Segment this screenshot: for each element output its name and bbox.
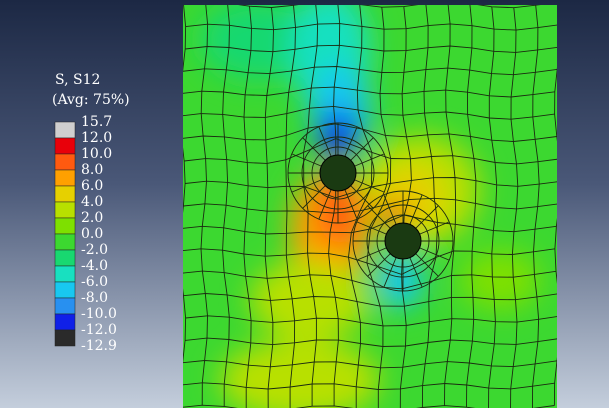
hole: [385, 223, 421, 259]
legend-label: 6.0: [81, 178, 103, 194]
legend-label: 0.0: [81, 226, 103, 242]
legend-label: 4.0: [81, 194, 103, 210]
legend-label: 8.0: [81, 162, 103, 178]
legend-swatch: [55, 202, 75, 218]
viewport: S, S12 (Avg: 75%) 15.712.010.08.06.04.02…: [0, 0, 609, 408]
legend-swatch: [55, 186, 75, 202]
model: [179, 0, 560, 408]
legend-title: S, S12: [55, 72, 100, 88]
legend-subtitle: (Avg: 75%): [52, 92, 130, 108]
legend-label: -6.0: [81, 274, 108, 290]
legend-label: -10.0: [81, 306, 117, 322]
legend-swatch: [55, 138, 75, 154]
legend-swatch: [55, 330, 75, 346]
legend-label: -12.0: [81, 322, 117, 338]
legend-swatch: [55, 282, 75, 298]
legend-swatch: [55, 266, 75, 282]
legend-label: 12.0: [81, 130, 112, 146]
legend-swatch: [55, 170, 75, 186]
legend-label: 15.7: [81, 114, 112, 130]
legend-swatch: [55, 122, 75, 138]
legend-label: 2.0: [81, 210, 103, 226]
legend-label: -4.0: [81, 258, 108, 274]
legend-label: -2.0: [81, 242, 108, 258]
legend-swatch: [55, 218, 75, 234]
legend-swatch: [55, 154, 75, 170]
hole: [320, 155, 356, 191]
legend-label: -12.9: [81, 338, 117, 354]
legend-swatch: [55, 250, 75, 266]
legend-swatch: [55, 298, 75, 314]
legend-swatch: [55, 314, 75, 330]
legend-label: 10.0: [81, 146, 112, 162]
legend-swatch: [55, 234, 75, 250]
legend-label: -8.0: [81, 290, 108, 306]
